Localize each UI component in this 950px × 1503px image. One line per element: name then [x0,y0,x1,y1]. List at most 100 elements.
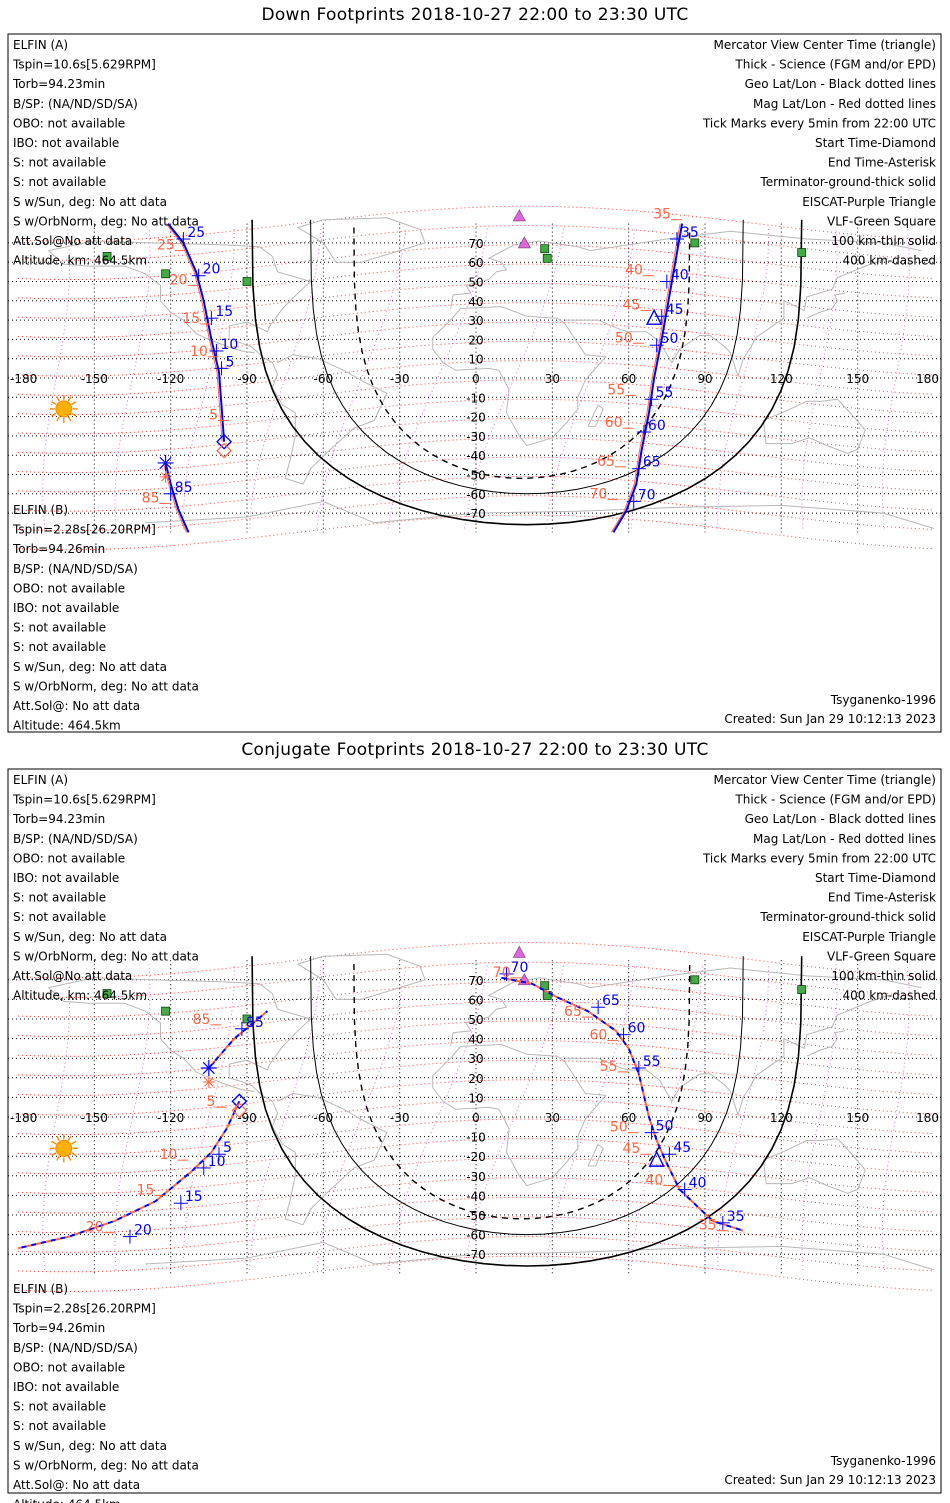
legend-b-line: IBO: not available [13,601,119,615]
orbit-track [208,1010,269,1069]
coastline [763,398,866,454]
y-tick-label: -70 [466,507,486,521]
y-tick-label: -70 [466,1248,486,1262]
created-label: Created: Sun Jan 29 10:12:13 2023 [724,712,936,726]
eiscat-triangle [512,945,526,958]
sun-ray [67,1135,72,1141]
sun-ray [56,416,60,422]
mag-lon-line [801,227,838,529]
legend-right-line: VLF-Green Square [827,949,936,963]
legend-a-header: ELFIN (A) [13,773,68,787]
x-tick-label: -60 [314,1111,334,1125]
legend-right-line: Start Time-Diamond [815,871,936,885]
sun-ray [51,412,57,417]
track-time-label-b: 85 [193,1012,211,1028]
legend-b-line: IBO: not available [13,1380,119,1394]
vlf-square [102,252,112,261]
y-tick-label: 50 [468,1013,483,1027]
x-tick-label: -30 [390,1111,410,1125]
track-time-label-a: 5 [226,354,235,370]
x-tick-label: 180 [916,372,939,386]
map-frame [7,768,942,1494]
vlf-square [540,244,550,254]
track-time-label-a: 50 [656,1119,674,1135]
mag-lon-line [717,227,770,529]
mag-lat-line [17,1196,935,1234]
legend-a-line: OBO: not available [13,851,125,865]
coastline [565,995,889,1117]
y-tick-label: -30 [466,430,486,444]
legend-a-line: B/SP: (NA/ND/SD/SA) [13,97,138,111]
vlf-square [242,277,252,286]
x-tick-label: 0 [472,1111,480,1125]
track-time-label-a: 55 [643,1054,661,1070]
orbit-track-b [208,1010,269,1069]
mag-lat-line [17,321,935,358]
legend-a-line: S: not available [13,175,106,189]
track-time-label-a: 15 [185,1189,203,1205]
legend-a-line: Att.Sol@No att data [13,969,132,983]
vlf-square [102,989,112,998]
legend-b-line: Att.Sol@: No att data [13,699,140,713]
track-time-label-a: 15 [215,304,233,320]
track-time-label-a: 10 [220,337,238,353]
legend-b-line: S: not available [13,1419,106,1433]
track-time-label-a: 70 [511,960,529,976]
legend-b-line: Altitude: 464.5km [13,1498,121,1503]
track-time-label-b: 40 [625,263,643,279]
track-time-label-b: 85 [142,490,160,506]
x-tick-label: -120 [157,1111,184,1125]
legend-b-line: B/SP: (NA/ND/SD/SA) [13,562,138,576]
mag-lat-line [17,1040,935,1077]
x-tick-label: -180 [10,1111,37,1125]
coastline [145,500,935,529]
legend-a-line: Tspin=10.6s[5.629RPM] [12,793,156,807]
y-tick-label: -50 [466,1209,486,1223]
legend-right-line: Start Time-Diamond [815,136,936,150]
track-time-label-a: 85 [246,1015,264,1031]
track-time-label-a: 40 [671,268,689,284]
y-tick-label: 40 [468,295,483,309]
legend-a-line: S w/OrbNorm, deg: No att data [13,949,199,963]
track-time-label-b: 70 [493,965,511,981]
terminator-100km [310,956,744,1236]
legend-right-line: EISCAT-Purple Triangle [802,930,936,944]
vlf-square [161,1006,170,1016]
legend-b-line: Tspin=2.28s[26.20RPM] [12,523,156,537]
y-tick-label: -40 [466,1189,486,1203]
legend-right-line: VLF-Green Square [827,214,936,228]
y-tick-label: -50 [466,469,486,483]
coastline [450,967,922,1047]
legend-b-header: ELFIN (B) [13,1282,68,1296]
coastline [48,987,255,1092]
x-tick-label: -30 [390,372,410,386]
legend-right-line: Mercator View Center Time (triangle) [714,773,936,787]
legend-a-line: Att.Sol@No att data [13,234,132,248]
mag-lat-line [17,1059,935,1096]
mag-lat-line [17,981,935,1018]
y-tick-label: 70 [468,974,483,988]
terminator-400km [353,227,691,480]
sun-ray [71,1140,77,1145]
mag-lat-line [17,417,935,454]
legend-right-line: 400 km-dashed [842,254,936,268]
x-tick-label: 150 [846,372,869,386]
sun-ray [51,1152,57,1156]
legend-b-header: ELFIN (B) [13,503,68,517]
orbit-track-b [610,223,681,533]
orbit-track [501,976,744,1232]
start-diamond-b [216,442,232,459]
terminator-ground [251,956,803,1267]
end-asterisk [159,456,172,470]
track-time-label-b: 55 [600,1059,618,1075]
legend-b-line: S w/Sun, deg: No att data [13,1439,167,1453]
sun-ray [51,1140,57,1145]
start-diamond-b [231,1102,248,1119]
y-tick-label: 40 [468,1033,483,1047]
legend-right-line: End Time-Asterisk [828,156,936,170]
legend-a-line: B/SP: (NA/ND/SD/SA) [13,832,138,846]
mag-lat-line [17,1236,935,1273]
y-tick-label: 60 [468,993,483,1007]
track-time-label-a: 65 [602,993,620,1009]
legend-a-line: S: not available [13,910,106,924]
